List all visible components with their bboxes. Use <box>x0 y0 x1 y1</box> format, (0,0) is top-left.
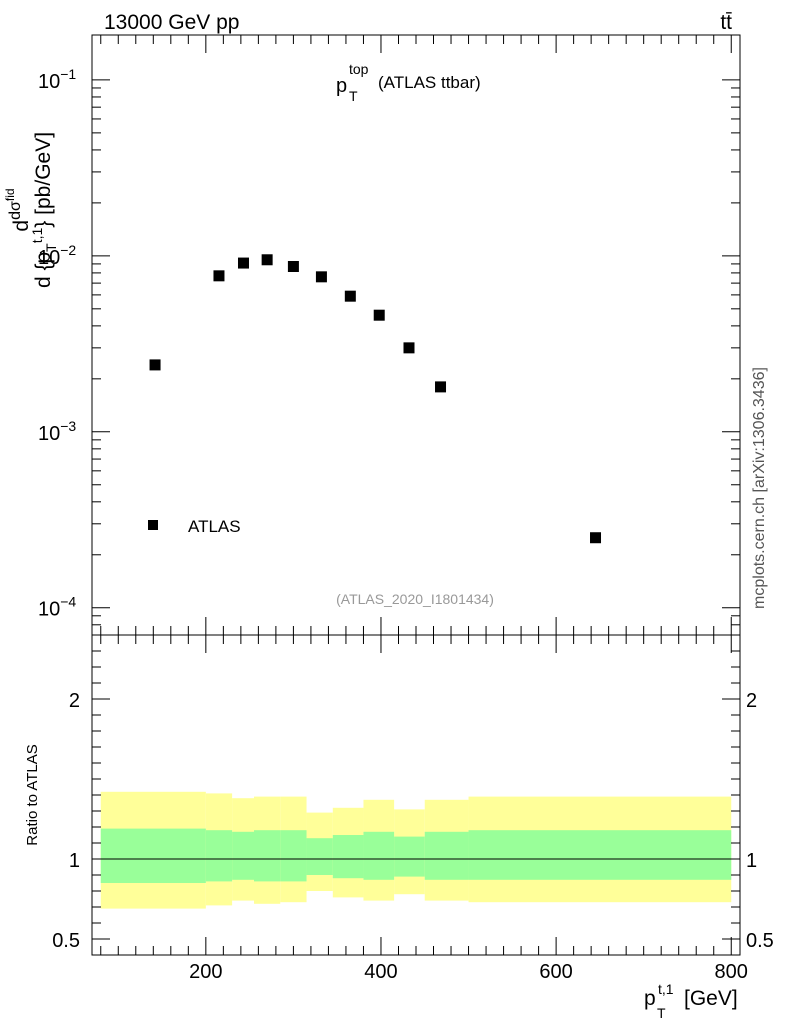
data-point-10 <box>590 532 602 544</box>
plot-title-superscript: top <box>349 61 369 77</box>
legend-label: ATLAS <box>188 517 241 536</box>
x-axis-label-subscript: T <box>657 1005 666 1021</box>
main-y-ticks: 10−1 10−2 10−3 10−4 <box>38 66 740 636</box>
data-point-1 <box>213 270 225 282</box>
ratio-y-tick-label-left: 1 <box>69 850 80 872</box>
data-point-2 <box>237 257 249 269</box>
main-y-tick-label: 10−3 <box>38 418 76 445</box>
plot-title: p <box>336 75 347 97</box>
header-energy-label: 13000 GeV pp <box>104 11 239 34</box>
ratio-inner-band-4 <box>280 830 307 882</box>
ratio-inner-band-0 <box>100 828 206 883</box>
ratio-inner-band-6 <box>332 835 364 879</box>
svg-text:d {pTt,1} [pb/GeV]: d {pTt,1} [pb/GeV] <box>29 132 59 288</box>
ratio-y-tick-label-left: 2 <box>69 690 80 712</box>
x-axis-label: p <box>644 987 656 1010</box>
ratio-y-tick-label-right: 1 <box>746 850 757 872</box>
ratio-inner-band-10 <box>468 830 732 880</box>
data-point-9 <box>435 381 447 393</box>
main-y-tick-label: 10−4 <box>38 594 76 621</box>
ratio-inner-band-2 <box>232 831 254 880</box>
data-point-4 <box>287 260 299 272</box>
plot-title-subscript: T <box>349 88 358 104</box>
ratio-y-ticks: 0.5 0.5 1 1 2 2 <box>52 650 774 952</box>
ratio-y-tick-label-left: 0.5 <box>52 930 80 952</box>
ratio-inner-band-5 <box>306 838 333 875</box>
plot-title-main: p <box>336 75 347 97</box>
data-point-5 <box>315 271 327 283</box>
x-tick-label: 800 <box>715 961 748 983</box>
data-point-8 <box>403 342 415 354</box>
ratio-inner-band-9 <box>424 831 469 880</box>
main-y-tick-label: 10−1 <box>38 66 76 93</box>
x-tick-label: 400 <box>364 961 397 983</box>
analysis-label: (ATLAS_2020_I1801434) <box>336 591 494 607</box>
x-tick-label: 600 <box>539 961 572 983</box>
legend-marker <box>148 520 158 530</box>
ratio-y-tick-label-right: 2 <box>746 690 757 712</box>
x-ticks: 200 400 600 800 <box>100 35 748 983</box>
main-plot-frame <box>91 34 741 636</box>
data-point-7 <box>373 309 385 321</box>
data-point-6 <box>344 290 356 302</box>
side-credit-label: mcplots.cern.ch [arXiv:1306.3436] <box>751 367 768 609</box>
ratio-inner-band-7 <box>363 831 395 880</box>
x-axis-label-superscript: t,1 <box>658 981 674 997</box>
main-y-tick-label: 10−2 <box>38 242 76 269</box>
data-point-0 <box>149 359 161 371</box>
main-y-axis-label: ddσfid d {pTt,1} [pb/GeV] <box>3 132 59 288</box>
header-process-label: tt̄ <box>720 11 732 34</box>
ratio-y-axis-label: Ratio to ATLAS <box>24 744 41 845</box>
ratio-y-tick-label-right: 0.5 <box>746 930 774 952</box>
ratio-inner-band-8 <box>394 836 425 877</box>
x-tick-label: 200 <box>189 961 222 983</box>
svg-text:ddσfid: ddσfid <box>3 188 33 231</box>
ratio-bands <box>100 791 732 909</box>
plot-title-rest: (ATLAS ttbar) <box>378 73 481 92</box>
ratio-inner-band-3 <box>254 830 281 882</box>
data-point-3 <box>261 254 273 266</box>
data-points <box>149 254 602 544</box>
x-axis-label-unit: [GeV] <box>684 987 738 1010</box>
ratio-inner-band-1 <box>205 830 233 882</box>
x-axis-label-main: p <box>644 987 656 1010</box>
